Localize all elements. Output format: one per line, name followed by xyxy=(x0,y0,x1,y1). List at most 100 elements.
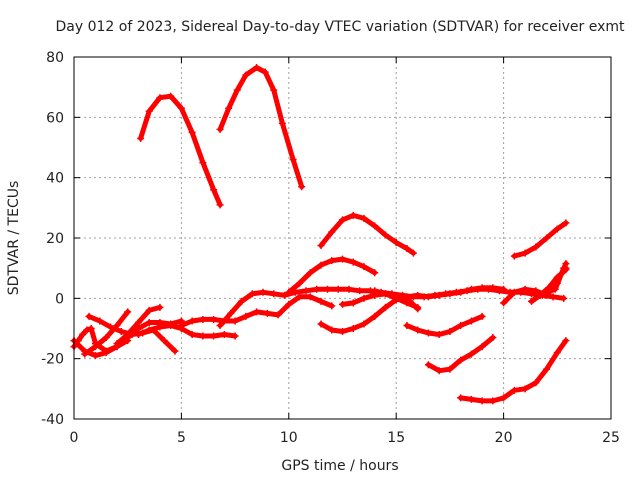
data-point-arc10 xyxy=(248,290,256,298)
data-point-arc18 xyxy=(457,394,465,402)
x-tick-label: 25 xyxy=(602,430,620,446)
data-point-arc7 xyxy=(85,312,93,320)
data-point-arc20 xyxy=(536,291,544,299)
data-point-arc12 xyxy=(113,321,121,329)
data-point-arc1 xyxy=(137,134,145,142)
data-point-arc3 xyxy=(381,231,389,239)
data-point-arc7 xyxy=(96,317,104,325)
data-point-arc9 xyxy=(306,293,314,301)
data-point-arc14 xyxy=(435,291,443,299)
data-point-arc15 xyxy=(360,294,368,302)
data-point-arc5 xyxy=(510,252,518,260)
data-point-arc3 xyxy=(360,214,368,222)
data-point-arc21 xyxy=(562,264,570,272)
data-point-arc11 xyxy=(83,326,91,334)
data-point-arc9 xyxy=(177,321,185,329)
data-point-arc5 xyxy=(553,225,561,233)
data-point-arc9 xyxy=(199,315,207,323)
data-point-arc16 xyxy=(457,321,465,329)
data-point-arc8 xyxy=(188,331,196,339)
data-point-arc10 xyxy=(216,321,224,329)
data-point-arc16 xyxy=(435,331,443,339)
data-point-arc9 xyxy=(263,309,271,317)
data-point-arc10 xyxy=(560,294,568,302)
data-point-arc4 xyxy=(339,255,346,263)
data-point-arc14 xyxy=(371,312,379,320)
data-point-arc8 xyxy=(156,323,164,331)
x-tick-label: 10 xyxy=(280,430,298,446)
data-point-arc3 xyxy=(409,249,417,257)
data-point-arc4 xyxy=(371,269,379,277)
data-point-arc8 xyxy=(210,332,218,340)
series-line-arc1 xyxy=(138,93,223,208)
data-point-arc10 xyxy=(323,285,331,293)
data-point-arc14 xyxy=(414,291,422,299)
data-point-arc2 xyxy=(242,71,250,79)
y-tick-labels: -40 -20 0 20 40 60 80 xyxy=(41,50,64,428)
data-point-arc18 xyxy=(467,395,475,403)
data-point-arc1 xyxy=(145,107,153,115)
data-point-arc7 xyxy=(160,337,168,345)
data-point-arc2 xyxy=(216,125,224,133)
data-point-arc4 xyxy=(296,279,304,287)
data-point-arc17 xyxy=(489,334,497,342)
data-point-arc9 xyxy=(188,317,196,325)
data-point-arc14 xyxy=(349,325,357,332)
data-point-arc13 xyxy=(113,340,121,348)
x-tick-label: 20 xyxy=(495,430,513,446)
data-point-arc5 xyxy=(543,234,551,242)
data-point-arc4 xyxy=(317,261,325,269)
data-point-arc2 xyxy=(289,156,297,164)
y-tick-label: 0 xyxy=(55,291,64,307)
data-point-arc14 xyxy=(328,326,336,334)
data-point-arc16 xyxy=(424,329,432,337)
data-point-arc9 xyxy=(274,311,282,319)
chart-title: Day 012 of 2023, Sidereal Day-to-day VTE… xyxy=(56,19,626,35)
data-point-arc19 xyxy=(532,287,540,295)
y-tick-label: 60 xyxy=(46,110,64,126)
data-point-arc13 xyxy=(124,331,132,339)
y-tick-label: 20 xyxy=(46,231,64,247)
data-point-arc22 xyxy=(392,294,400,302)
data-point-arc16 xyxy=(403,321,411,329)
data-point-arc2 xyxy=(298,183,306,191)
data-point-arc17 xyxy=(478,343,486,351)
data-point-arc18 xyxy=(532,379,540,387)
data-series xyxy=(70,64,570,405)
data-point-arc12 xyxy=(91,343,99,351)
data-point-arc4 xyxy=(328,257,336,265)
data-point-arc4 xyxy=(360,263,368,271)
data-point-arc3 xyxy=(317,242,325,250)
data-point-arc11 xyxy=(74,337,82,345)
series-line-arc3 xyxy=(318,212,416,256)
data-point-arc1 xyxy=(188,128,196,136)
data-point-arc5 xyxy=(532,243,540,251)
y-tick-label: -20 xyxy=(41,352,64,368)
data-point-arc22 xyxy=(371,287,379,295)
data-point-arc14 xyxy=(381,303,389,311)
data-point-arc1 xyxy=(210,186,218,194)
data-point-arc10 xyxy=(259,288,267,296)
data-point-arc17 xyxy=(467,350,475,358)
data-point-arc17 xyxy=(457,356,465,364)
data-point-arc9 xyxy=(296,293,304,301)
data-point-arc16 xyxy=(446,328,454,336)
data-point-arc10 xyxy=(313,285,321,293)
data-point-arc10 xyxy=(238,297,246,305)
data-point-arc10 xyxy=(227,309,235,317)
data-point-arc9 xyxy=(210,315,218,323)
data-point-arc4 xyxy=(306,269,314,277)
data-point-arc18 xyxy=(478,397,486,405)
data-point-arc1 xyxy=(156,94,164,102)
data-point-arc8 xyxy=(134,331,142,339)
series-line-arc5 xyxy=(511,220,569,259)
data-point-arc4 xyxy=(349,258,357,266)
data-point-arc14 xyxy=(489,284,497,292)
y-tick-label: 40 xyxy=(46,171,64,187)
data-point-arc18 xyxy=(510,386,518,394)
data-point-arc5 xyxy=(521,249,529,257)
data-point-arc1 xyxy=(167,92,175,100)
data-point-arc14 xyxy=(424,293,432,301)
data-point-arc5 xyxy=(562,219,570,227)
x-tick-label: 5 xyxy=(177,430,186,446)
